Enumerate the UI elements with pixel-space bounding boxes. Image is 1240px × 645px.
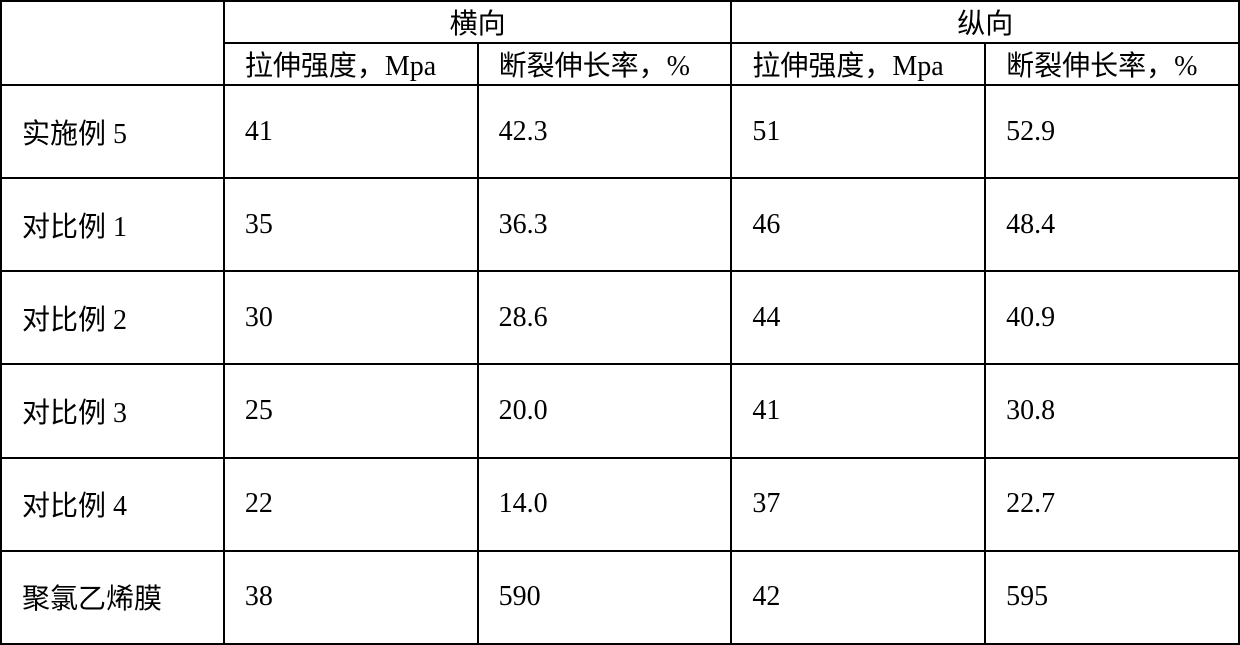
transverse-elongation-header: 断裂伸长率，% (478, 43, 732, 85)
row-label: 对比例 4 (1, 458, 224, 551)
cell-transverse-tensile: 41 (224, 85, 478, 178)
cell-longitudinal-tensile: 46 (731, 178, 985, 271)
cell-longitudinal-tensile: 41 (731, 364, 985, 457)
cell-longitudinal-elongation: 595 (985, 551, 1239, 644)
row-label: 对比例 2 (1, 271, 224, 364)
transverse-tensile-header: 拉伸强度，Mpa (224, 43, 478, 85)
row-label: 聚氯乙烯膜 (1, 551, 224, 644)
cell-longitudinal-tensile: 42 (731, 551, 985, 644)
table-row: 对比例 3 25 20.0 41 30.8 (1, 364, 1239, 457)
properties-table: 横向 纵向 拉伸强度，Mpa 断裂伸长率，% 拉伸强度，Mpa 断裂伸长率，% … (0, 0, 1240, 645)
cell-longitudinal-elongation: 22.7 (985, 458, 1239, 551)
table-row: 对比例 2 30 28.6 44 40.9 (1, 271, 1239, 364)
cell-longitudinal-tensile: 51 (731, 85, 985, 178)
table-row: 对比例 4 22 14.0 37 22.7 (1, 458, 1239, 551)
row-label: 对比例 1 (1, 178, 224, 271)
cell-longitudinal-elongation: 40.9 (985, 271, 1239, 364)
cell-transverse-elongation: 14.0 (478, 458, 732, 551)
cell-transverse-tensile: 25 (224, 364, 478, 457)
cell-transverse-elongation: 42.3 (478, 85, 732, 178)
longitudinal-tensile-header: 拉伸强度，Mpa (731, 43, 985, 85)
cell-longitudinal-elongation: 52.9 (985, 85, 1239, 178)
row-label: 实施例 5 (1, 85, 224, 178)
row-label: 对比例 3 (1, 364, 224, 457)
cell-transverse-tensile: 22 (224, 458, 478, 551)
cell-longitudinal-tensile: 37 (731, 458, 985, 551)
cell-transverse-tensile: 38 (224, 551, 478, 644)
longitudinal-header: 纵向 (731, 1, 1239, 43)
cell-longitudinal-tensile: 44 (731, 271, 985, 364)
table-row: 聚氯乙烯膜 38 590 42 595 (1, 551, 1239, 644)
cell-longitudinal-elongation: 30.8 (985, 364, 1239, 457)
cell-longitudinal-elongation: 48.4 (985, 178, 1239, 271)
blank-header (1, 1, 224, 85)
transverse-header: 横向 (224, 1, 732, 43)
cell-transverse-elongation: 28.6 (478, 271, 732, 364)
header-row-1: 横向 纵向 (1, 1, 1239, 43)
cell-transverse-elongation: 20.0 (478, 364, 732, 457)
table-row: 实施例 5 41 42.3 51 52.9 (1, 85, 1239, 178)
table-row: 对比例 1 35 36.3 46 48.4 (1, 178, 1239, 271)
cell-transverse-tensile: 35 (224, 178, 478, 271)
cell-transverse-elongation: 590 (478, 551, 732, 644)
cell-transverse-elongation: 36.3 (478, 178, 732, 271)
longitudinal-elongation-header: 断裂伸长率，% (985, 43, 1239, 85)
cell-transverse-tensile: 30 (224, 271, 478, 364)
